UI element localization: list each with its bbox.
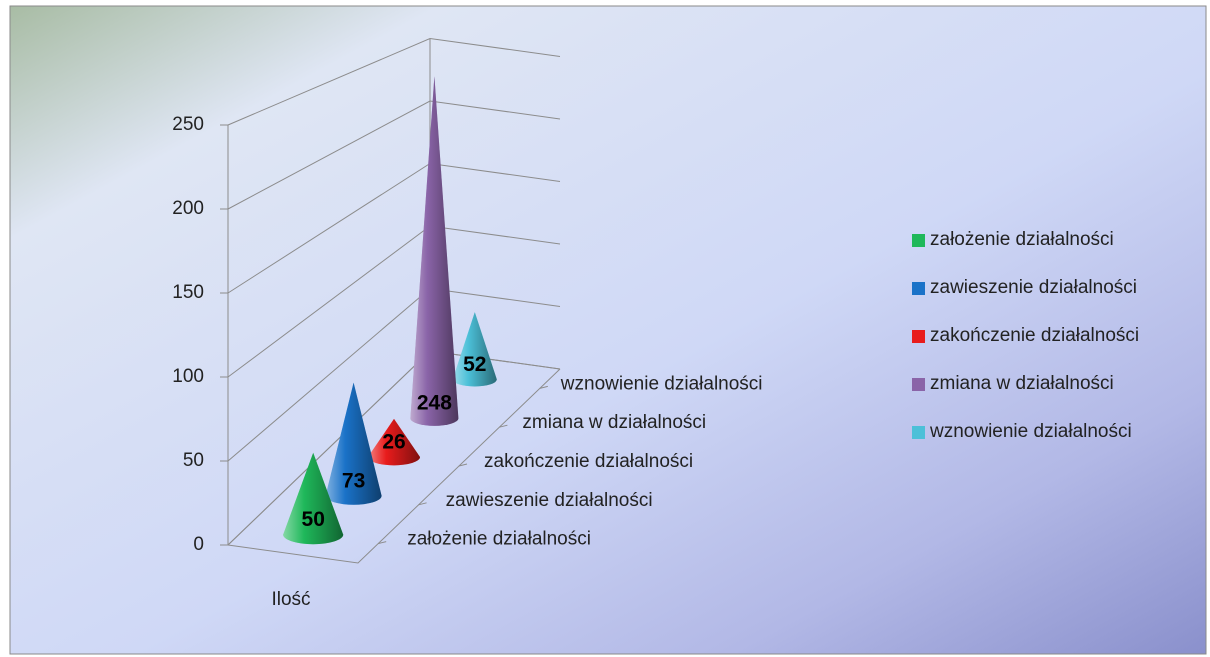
legend-label: zmiana w działalności — [930, 373, 1114, 394]
legend-swatch — [912, 234, 925, 247]
cone: 248 — [410, 76, 459, 426]
legend-swatch — [912, 282, 925, 295]
legend-label: założenie działalności — [930, 229, 1114, 250]
cone: 52 — [452, 312, 497, 387]
y-tick-label: 0 — [193, 534, 204, 555]
legend-label: zawieszenie działalności — [930, 277, 1137, 298]
data-label: 73 — [342, 469, 365, 492]
y-tick-label: 50 — [183, 450, 204, 471]
chart-frame — [9, 5, 1207, 655]
cone: 26 — [368, 418, 420, 466]
depth-tick — [458, 463, 468, 467]
x-tick-label: Ilość — [271, 589, 310, 610]
cone-shade — [368, 418, 420, 466]
cone-shade — [325, 382, 382, 505]
legend-label: zakończenie działalności — [930, 325, 1139, 346]
depth-label: wznowienie działalności — [560, 373, 763, 394]
depth-label: założenie działalności — [407, 529, 591, 550]
y-tick-label: 250 — [172, 114, 204, 135]
legend-swatch — [912, 378, 925, 391]
legend-swatch — [912, 426, 925, 439]
depth-tick — [418, 502, 427, 506]
cone: 50 — [283, 452, 344, 545]
legend-label: wznowienie działalności — [929, 421, 1132, 442]
data-label: 248 — [417, 392, 452, 415]
cone-shade — [410, 76, 459, 426]
depth-tick — [378, 541, 387, 545]
floor-edge — [227, 368, 561, 564]
depth-label: zakończenie działalności — [484, 451, 693, 472]
y-tick-label: 100 — [172, 366, 204, 387]
depth-tick — [539, 385, 548, 389]
cone-shade — [283, 452, 344, 545]
depth-label: zawieszenie działalności — [446, 490, 653, 511]
depth-label: zmiana w działalności — [522, 412, 706, 433]
data-label: 52 — [463, 353, 486, 376]
data-label: 50 — [302, 508, 325, 531]
grid-line — [227, 100, 561, 210]
cone: 73 — [325, 382, 382, 505]
depth-tick — [499, 424, 508, 428]
y-tick-label: 200 — [172, 198, 204, 219]
cone-shade — [452, 312, 497, 387]
data-label: 26 — [382, 431, 405, 454]
legend-swatch — [912, 330, 925, 343]
y-tick-label: 150 — [172, 282, 204, 303]
grid-line — [227, 37, 561, 126]
